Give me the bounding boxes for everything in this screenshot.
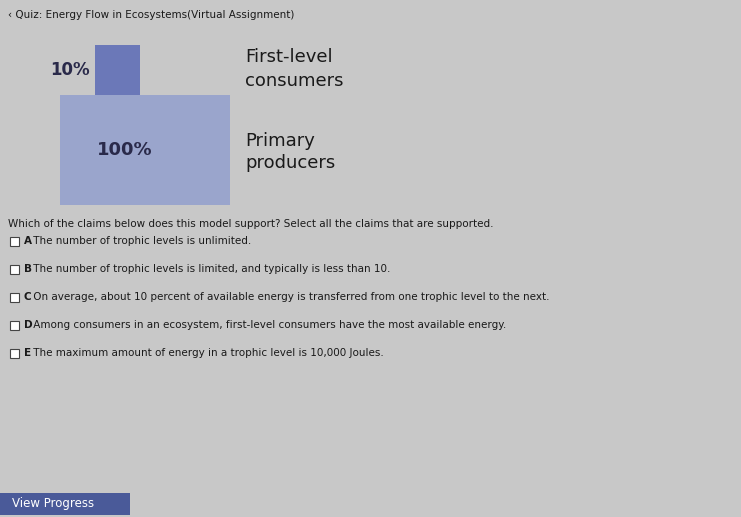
Text: First-level: First-level [245,49,333,67]
Bar [10,321,19,330]
Text: D: D [24,321,33,330]
Text: producers: producers [245,154,335,172]
Bar [10,349,19,358]
Text: A: A [24,236,32,247]
Text: C: C [24,293,32,302]
Text: B: B [24,265,32,275]
Text: Among consumers in an ecosystem, first-level consumers have the most available e: Among consumers in an ecosystem, first-l… [30,321,506,330]
Text: The maximum amount of energy in a trophic level is 10,000 Joules.: The maximum amount of energy in a trophi… [30,348,384,358]
Bar [10,293,19,302]
Text: The number of trophic levels is unlimited.: The number of trophic levels is unlimite… [30,236,251,247]
Bar [60,95,230,205]
Text: 100%: 100% [97,141,153,159]
Text: Which of the claims below does this model support? Select all the claims that ar: Which of the claims below does this mode… [8,219,494,229]
Bar [10,237,19,246]
Text: 10%: 10% [50,61,90,79]
Bar [0,493,130,515]
Text: View Progress: View Progress [12,497,94,510]
Text: The number of trophic levels is limited, and typically is less than 10.: The number of trophic levels is limited,… [30,265,391,275]
Text: On average, about 10 percent of available energy is transferred from one trophic: On average, about 10 percent of availabl… [30,293,550,302]
Text: consumers: consumers [245,72,344,90]
Text: Primary: Primary [245,132,315,150]
Bar [10,265,19,274]
Bar [95,45,140,95]
Text: ‹ Quiz: Energy Flow in Ecosystems(Virtual Assignment): ‹ Quiz: Energy Flow in Ecosystems(Virtua… [8,10,294,20]
Text: E: E [24,348,31,358]
